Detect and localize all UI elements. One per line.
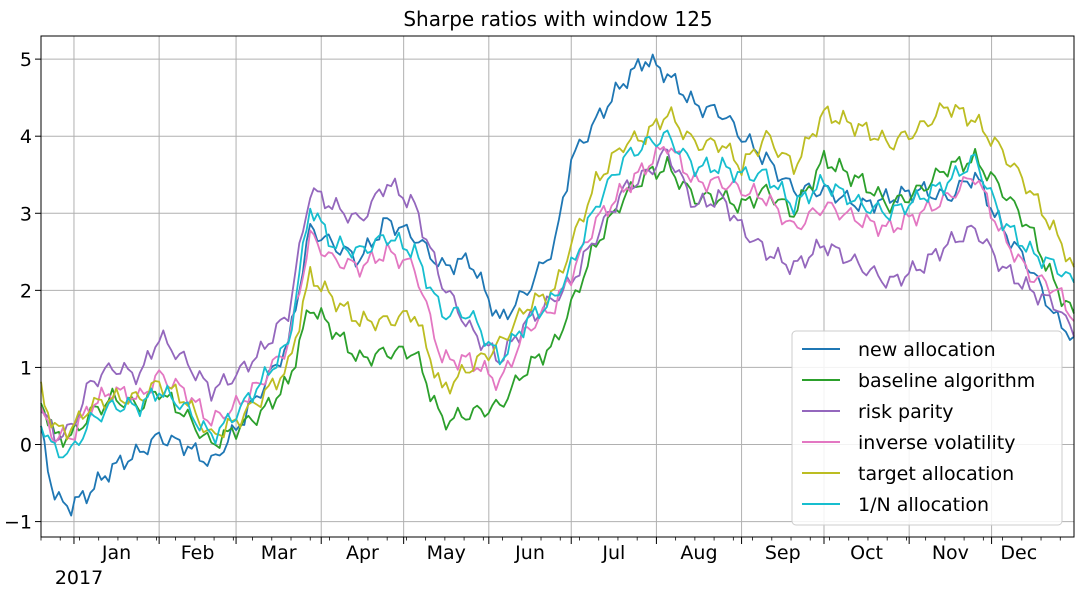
legend-box — [791, 330, 1063, 526]
legend-label: inverse volatility — [858, 432, 1015, 454]
y-tick-label: 2 — [20, 280, 32, 302]
x-tick-label: Mar — [261, 542, 297, 564]
legend-label: baseline algorithm — [858, 370, 1035, 392]
y-tick-label: 3 — [20, 203, 32, 225]
x-tick-label: Aug — [680, 542, 717, 564]
y-tick-label: 5 — [20, 49, 32, 71]
x-tick-label: Nov — [932, 542, 969, 564]
y-tick-label: −1 — [4, 512, 32, 534]
x-tick-label: Jun — [514, 542, 545, 564]
legend-label: target allocation — [858, 463, 1014, 485]
series-line — [40, 145, 1075, 445]
legend-label: 1/N allocation — [858, 494, 989, 516]
legend-label: new allocation — [858, 339, 996, 361]
axes: −1 0 1 2 3 4 5 Jan Feb Mar Apr May Jun Jul Aug Sep Oct No… — [4, 49, 1061, 564]
chart-title: Sharpe ratios with window 125 — [403, 7, 712, 31]
grid — [41, 36, 1074, 537]
series-line — [40, 102, 1075, 441]
year-label: 2017 — [55, 567, 103, 589]
x-tick-label: Oct — [850, 542, 883, 564]
x-tick-label: Jan — [101, 542, 131, 564]
x-tick-label: Dec — [1000, 542, 1037, 564]
x-tick-label: Jul — [601, 542, 625, 564]
y-tick-label: 0 — [20, 435, 32, 457]
y-tick-label: 1 — [20, 357, 32, 379]
y-tick-label: 4 — [20, 126, 32, 148]
series-lines — [40, 53, 1075, 517]
x-tick-label: Sep — [765, 542, 801, 564]
legend-label: risk parity — [858, 401, 954, 423]
plot-frame — [40, 35, 1075, 538]
x-tick-label: May — [427, 542, 466, 564]
x-tick-label: Apr — [346, 542, 379, 564]
x-tick-label: Feb — [181, 542, 215, 564]
series-line — [40, 147, 1075, 449]
series-line — [40, 129, 1075, 459]
series-line — [40, 53, 1075, 517]
legend: new allocation baseline algorithm risk par… — [791, 330, 1063, 526]
